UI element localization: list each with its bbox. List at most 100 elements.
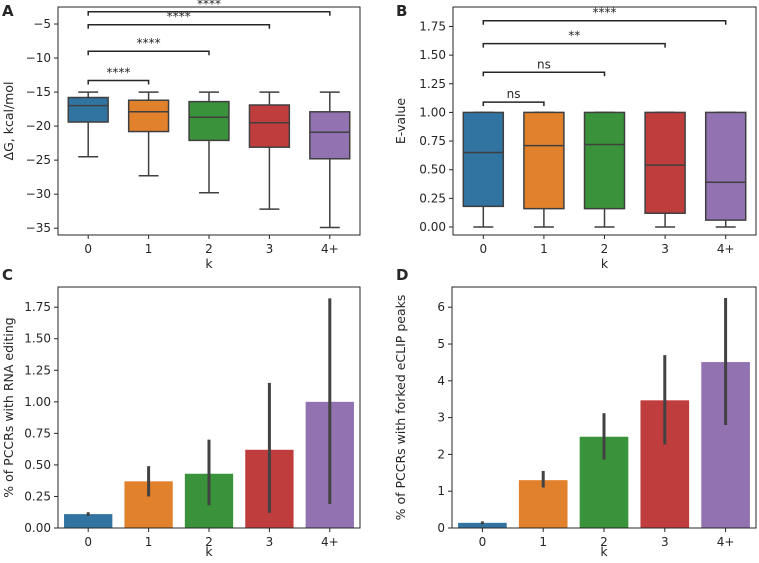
y-tick-label: 0.00	[419, 220, 446, 234]
y-tick-label: 1.75	[24, 300, 51, 314]
y-tick-label: −15	[26, 85, 51, 99]
x-tick-label: 1	[539, 535, 547, 549]
y-tick-label: 6	[437, 300, 445, 314]
box-iqr	[462, 111, 505, 208]
panel-b: B 0.00 0.25 0.50 0.75 1.00 1.25 1.50 1.75 0 1 2 3 4+…	[393, 2, 757, 271]
bracket-line	[87, 79, 150, 85]
x-tick-label: 1	[540, 242, 548, 256]
bracket-line	[87, 50, 210, 56]
y-axis-label: ΔG, kcal/mol	[1, 82, 16, 161]
y-tick-label: −35	[26, 221, 51, 235]
bracket-line	[482, 71, 606, 77]
significance-label: ns	[507, 87, 521, 101]
box-2	[583, 111, 626, 228]
x-tick-label: 0	[479, 242, 487, 256]
y-axis-label: % of PCCRs with RNA editing	[1, 317, 16, 497]
x-tick-label: 0	[84, 242, 92, 256]
panel-letter-c: C	[2, 266, 13, 284]
y-tick-label: 1	[437, 484, 445, 498]
y-tick-label: −30	[26, 187, 51, 201]
bar-1	[124, 466, 173, 528]
x-tick-label: 0	[479, 535, 487, 549]
bar-2	[184, 439, 234, 528]
significance-label: ****	[167, 10, 191, 24]
plot-frame	[57, 6, 361, 236]
bar	[64, 514, 113, 528]
plot-frame	[452, 6, 757, 236]
plot-frame	[57, 286, 361, 529]
significance-label: **	[568, 29, 580, 43]
panel-c: C 0.00 0.25 0.50 0.75 1.00 1.25 1.50 1.75 0 1 2 3 4+…	[1, 266, 361, 559]
bar-3	[245, 382, 294, 528]
y-tick-label: 0.50	[419, 163, 446, 177]
panel-letter-d: D	[396, 266, 408, 284]
box-4+	[704, 111, 747, 228]
box-1	[523, 111, 565, 228]
y-tick-label: 1.00	[419, 105, 446, 119]
y-tick-label: 1.25	[419, 77, 446, 91]
significance-bracket: ns	[482, 57, 606, 77]
x-tick-label: 2	[601, 242, 609, 256]
y-tick-label: 0.25	[419, 191, 446, 205]
x-tick-label: 3	[661, 242, 669, 256]
box-iqr	[248, 104, 291, 148]
significance-label: ns	[537, 57, 551, 71]
bracket-line	[482, 42, 666, 48]
box-iqr	[644, 111, 686, 214]
significance-label: ****	[106, 66, 130, 80]
y-tick-label: 0	[437, 521, 445, 535]
significance-bracket: ****	[87, 36, 210, 56]
x-tick-label: 1	[145, 242, 153, 256]
box-iqr	[127, 99, 170, 133]
x-tick-label: 2	[600, 535, 608, 549]
y-tick-label: 1.00	[24, 395, 51, 409]
x-tick-label: 2	[205, 242, 213, 256]
box-iqr	[309, 111, 351, 160]
x-tick-label: 4+	[321, 535, 339, 549]
x-tick-label: 4+	[717, 535, 735, 549]
x-axis-label: k	[205, 544, 213, 559]
bar	[518, 480, 568, 528]
bracket-line	[87, 23, 271, 29]
box-2	[188, 91, 230, 194]
y-tick-label: −5	[33, 17, 51, 31]
y-tick-label: 0.75	[419, 134, 446, 148]
y-tick-label: 0.50	[24, 458, 51, 472]
significance-bracket: ****	[482, 6, 727, 25]
x-tick-label: 0	[84, 535, 92, 549]
y-tick-label: 0.25	[24, 489, 51, 503]
significance-bracket: ns	[482, 87, 545, 107]
y-tick-label: −20	[26, 119, 51, 133]
significance-bracket: ****	[87, 10, 271, 29]
box-iqr	[67, 96, 109, 123]
significance-bracket: **	[482, 29, 666, 48]
x-tick-label: 3	[266, 535, 274, 549]
y-tick-label: 0.00	[24, 521, 51, 535]
x-axis-label: k	[205, 256, 213, 271]
bracket-line	[482, 19, 727, 25]
box-iqr	[704, 111, 747, 221]
bracket-line	[482, 101, 545, 107]
x-tick-label: 4+	[321, 242, 339, 256]
panel-a: A −35 −30 −25 −20 −15 −10 −5 0 1 2 3 4+ k ΔG, kcal/mo…	[1, 0, 361, 271]
y-tick-label: −10	[26, 51, 51, 65]
significance-label: ****	[137, 36, 161, 50]
panel-d: D 0 1 2 3 4 5 6 0 1 2 3 4+ k % of PCCRs with forked e…	[393, 266, 757, 559]
x-tick-label: 3	[266, 242, 274, 256]
x-tick-label: 3	[661, 535, 669, 549]
box-iqr	[523, 111, 565, 210]
plot-frame	[451, 286, 757, 529]
y-axis-label: % of PCCRs with forked eCLIP peaks	[393, 295, 408, 521]
bar-0	[64, 512, 113, 528]
y-tick-label: −25	[26, 153, 51, 167]
x-tick-label: 4+	[717, 242, 735, 256]
y-axis-label: E-value	[393, 98, 408, 145]
box-4+	[309, 91, 351, 229]
box-iqr	[583, 111, 626, 210]
x-tick-label: 2	[205, 535, 213, 549]
x-tick-label: 1	[145, 535, 153, 549]
y-tick-label: 2	[437, 447, 445, 461]
bar	[458, 522, 507, 528]
y-tick-label: 0.75	[24, 426, 51, 440]
